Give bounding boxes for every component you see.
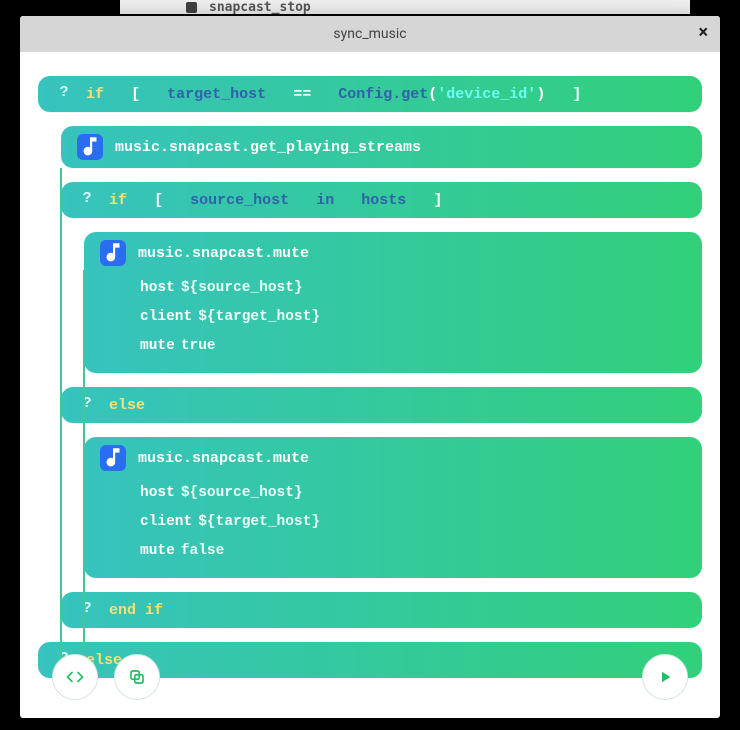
help-icon: ? bbox=[54, 84, 74, 104]
blocks-column: ? if [ target_host == Config.get('device… bbox=[38, 76, 702, 678]
flow-rail-2 bbox=[83, 270, 85, 650]
music-icon bbox=[100, 240, 126, 266]
code-button[interactable] bbox=[52, 654, 98, 700]
help-icon: ? bbox=[77, 190, 97, 210]
procedure-dialog: sync_music × ? if [ target_host == bbox=[20, 16, 720, 718]
else-keyword: else bbox=[109, 397, 145, 414]
help-icon: ? bbox=[77, 600, 97, 620]
if-block-2[interactable]: ? if [ source_host in hosts ] bbox=[61, 182, 702, 218]
close-icon[interactable]: × bbox=[698, 24, 708, 42]
flow-rail-1 bbox=[60, 168, 62, 688]
code-line: if [ target_host == Config.get('device_i… bbox=[86, 86, 581, 103]
dialog-body: ? if [ target_host == Config.get('device… bbox=[20, 52, 720, 718]
action-title: music.snapcast.mute bbox=[138, 450, 309, 467]
action-title: music.snapcast.get_playing_streams bbox=[115, 139, 421, 156]
action-block-mute-true[interactable]: music.snapcast.mute host${source_host} c… bbox=[84, 232, 702, 373]
copy-button[interactable] bbox=[114, 654, 160, 700]
if-block-1[interactable]: ? if [ target_host == Config.get('device… bbox=[38, 76, 702, 112]
endif-block[interactable]: ? end if bbox=[61, 592, 702, 628]
background-list-item: snapcast_stop bbox=[120, 0, 690, 14]
music-icon bbox=[77, 134, 103, 160]
action-params: host${source_host} client${target_host} … bbox=[84, 274, 702, 373]
dialog-title: sync_music bbox=[333, 26, 406, 42]
action-block-get-streams[interactable]: music.snapcast.get_playing_streams bbox=[61, 126, 702, 168]
play-button[interactable] bbox=[642, 654, 688, 700]
dialog-header: sync_music × bbox=[20, 16, 720, 52]
footer-toolbar bbox=[52, 654, 688, 700]
help-icon: ? bbox=[77, 395, 97, 415]
code-line: if [ source_host in hosts ] bbox=[109, 192, 442, 209]
action-title: music.snapcast.mute bbox=[138, 245, 309, 262]
action-block-mute-false[interactable]: music.snapcast.mute host${source_host} c… bbox=[84, 437, 702, 578]
music-icon bbox=[100, 445, 126, 471]
endif-keyword: end if bbox=[109, 602, 163, 619]
else-block-1[interactable]: ? else bbox=[61, 387, 702, 423]
stop-icon bbox=[186, 2, 197, 13]
background-item-label: snapcast_stop bbox=[209, 0, 311, 15]
action-params: host${source_host} client${target_host} … bbox=[84, 479, 702, 578]
